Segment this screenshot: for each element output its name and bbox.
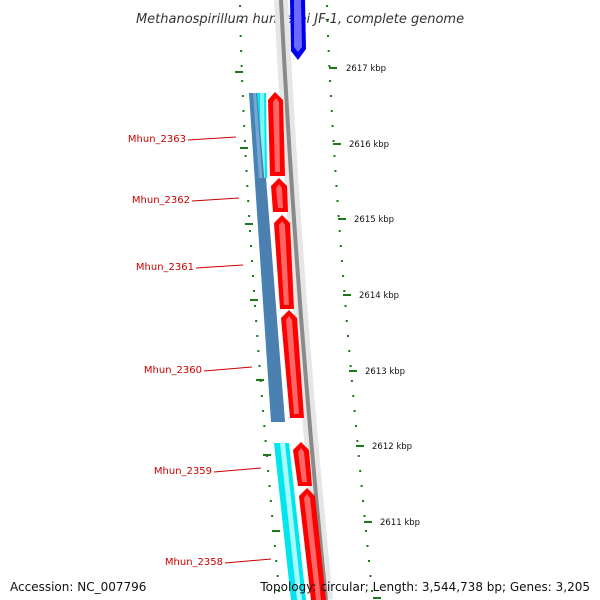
inner-scale-ticks bbox=[235, 5, 281, 592]
gene-label[interactable]: Mhun_2363 bbox=[128, 134, 186, 145]
label-leader bbox=[213, 467, 262, 473]
label-leader bbox=[187, 136, 237, 141]
genome-summary-text: Topology: circular; Length: 3,544,738 bp… bbox=[260, 580, 590, 594]
blast-track-steelblue bbox=[249, 93, 285, 422]
gene-mhun-2358[interactable] bbox=[299, 488, 326, 600]
gene-label[interactable]: Mhun_2361 bbox=[136, 262, 194, 273]
gene-label[interactable]: Mhun_2359 bbox=[154, 466, 212, 477]
scale-label: 2616 kbp bbox=[349, 140, 389, 150]
gene-mhun-2359[interactable] bbox=[293, 442, 312, 486]
scale-label: 2614 kbp bbox=[359, 291, 399, 301]
scale-ruler: 2617 kbp 2616 kbp 2615 kbp 2614 kbp 2613… bbox=[329, 64, 420, 599]
gene-label[interactable]: Mhun_2360 bbox=[144, 365, 202, 376]
label-leader bbox=[224, 558, 272, 564]
gene-mhun-2363[interactable] bbox=[268, 92, 285, 176]
label-leader bbox=[203, 366, 253, 372]
accession-text: Accession: NC_007796 bbox=[10, 580, 147, 594]
label-leader bbox=[191, 197, 240, 202]
forward-gene[interactable] bbox=[290, 0, 306, 60]
genome-backbone bbox=[274, 0, 333, 600]
scale-minor-ticks bbox=[326, 5, 374, 592]
gene-label-group: Mhun_2363 Mhun_2362 Mhun_2361 Mhun_2360 … bbox=[128, 134, 272, 568]
gene-label[interactable]: Mhun_2358 bbox=[165, 557, 223, 568]
gene-label[interactable]: Mhun_2362 bbox=[132, 195, 190, 206]
scale-label: 2612 kbp bbox=[372, 442, 412, 452]
scale-label: 2617 kbp bbox=[346, 64, 386, 74]
scale-label: 2613 kbp bbox=[365, 367, 405, 377]
gene-mhun-2361[interactable] bbox=[274, 215, 294, 309]
gene-mhun-2362[interactable] bbox=[271, 178, 288, 212]
scale-label: 2615 kbp bbox=[354, 215, 394, 225]
gene-mhun-2360[interactable] bbox=[281, 310, 304, 418]
scale-label: 2611 kbp bbox=[380, 518, 420, 528]
label-leader bbox=[195, 264, 244, 269]
